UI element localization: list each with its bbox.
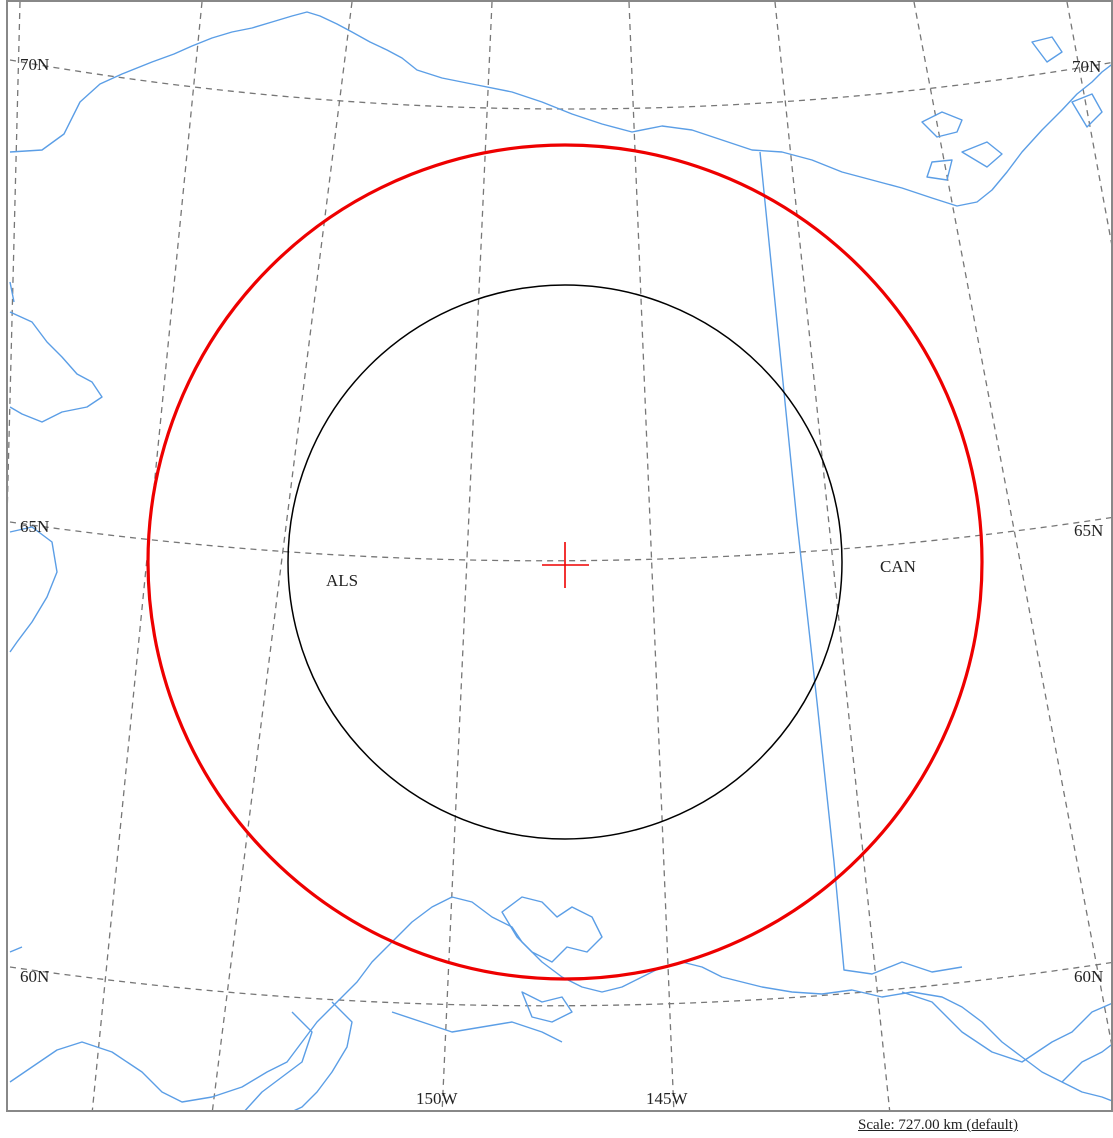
lon-label-150w: 150W xyxy=(416,1089,458,1108)
longitude-line-4 xyxy=(441,2,493,1110)
outer-range-ring xyxy=(146,143,984,981)
longitude-line-5 xyxy=(628,2,675,1110)
map-view[interactable]: 70N 65N 60N 70N 65N 60N 150W 145W ALS CA… xyxy=(6,0,1113,1112)
west-coastline xyxy=(9,311,103,423)
prince-william-sound xyxy=(501,896,603,1023)
west-coastline-3 xyxy=(9,281,23,953)
lon-label-145w: 145W xyxy=(646,1089,688,1108)
coastlines xyxy=(9,11,1111,1110)
crosshair-icon[interactable] xyxy=(542,542,589,588)
south-coastline xyxy=(9,896,1111,1103)
longitude-line-1 xyxy=(8,2,21,505)
southeast-coast xyxy=(901,991,1111,1083)
lat-label-60n-right: 60N xyxy=(1074,967,1104,986)
longitude-line-8 xyxy=(1066,2,1111,244)
scale-link[interactable]: Scale: 727.00 km (default) xyxy=(858,1117,1018,1133)
lat-label-65n-right: 65N xyxy=(1074,521,1104,540)
latitude-line-65n xyxy=(9,516,1111,562)
region-label-als: ALS xyxy=(326,571,359,590)
yukon-rivers xyxy=(244,1011,313,1110)
graticule xyxy=(8,2,1111,1110)
longitude-line-3 xyxy=(211,2,353,1110)
alaska-canada-border xyxy=(759,151,963,975)
region-label-can: CAN xyxy=(880,557,916,576)
lat-label-65n-left: 65N xyxy=(20,517,50,536)
arctic-coastline xyxy=(9,11,1111,207)
latitude-line-60n xyxy=(9,961,1111,1007)
arctic-islands xyxy=(921,36,1103,181)
west-coastline-2 xyxy=(9,526,58,653)
lat-label-70n-left: 70N xyxy=(20,55,50,74)
kenai-peninsula xyxy=(293,1001,563,1110)
lat-label-60n-left: 60N xyxy=(20,967,50,986)
map-canvas[interactable] xyxy=(8,2,1113,1112)
lat-label-70n-right: 70N xyxy=(1072,57,1102,76)
inner-range-ring xyxy=(287,284,843,840)
latitude-line-70n xyxy=(9,59,1111,110)
